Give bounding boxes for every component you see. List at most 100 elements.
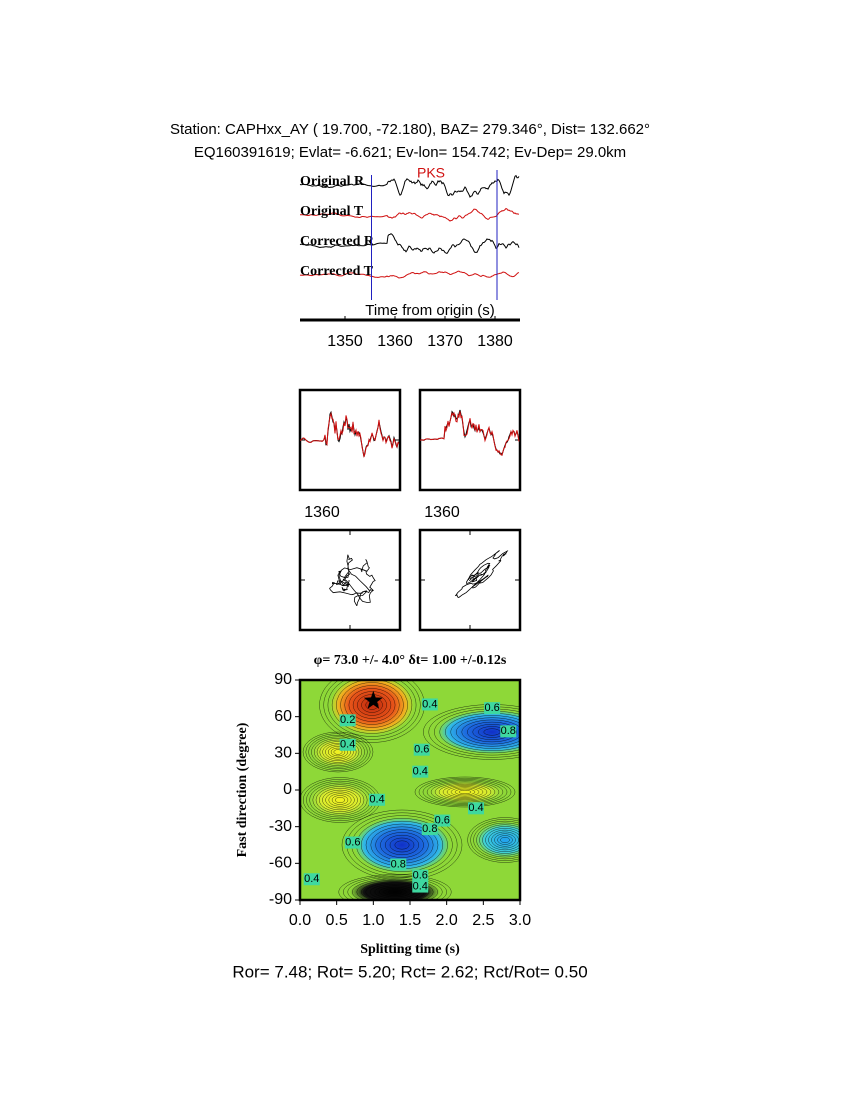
x-tick-label: 1360 — [377, 333, 413, 350]
contour-line — [313, 738, 363, 766]
panel-frame — [418, 388, 522, 492]
contour-line — [380, 832, 424, 858]
contour-label-bg — [413, 743, 430, 756]
contour-line — [485, 828, 520, 852]
contour-line — [336, 680, 408, 731]
y-tick-label: -60 — [269, 855, 292, 872]
contour-label-bg — [412, 880, 429, 893]
contour-line — [327, 680, 417, 737]
trace — [299, 233, 520, 254]
contour-line — [322, 789, 358, 811]
particle-motion — [454, 549, 509, 598]
contour-line — [450, 787, 480, 797]
x-tick-label: 1360 — [304, 504, 340, 521]
contour-line — [430, 781, 500, 803]
contour-line — [500, 837, 510, 843]
contour-label-bg — [390, 858, 407, 871]
contour-line — [315, 786, 365, 814]
contour-line — [319, 741, 357, 763]
contour-label-bg — [421, 698, 438, 711]
trace — [299, 410, 400, 457]
contour-line — [383, 888, 407, 896]
particle-motion — [329, 554, 376, 606]
contour-label: 0.8 — [501, 725, 516, 737]
x-tick-label: 1.0 — [362, 912, 384, 929]
contour-line — [479, 824, 520, 856]
contour-line — [356, 879, 434, 900]
x-tick-label: 1380 — [477, 333, 513, 350]
y-tick-label: -30 — [269, 818, 292, 835]
contour-label-bg — [339, 714, 356, 727]
contour-label-bg — [339, 738, 356, 751]
contour-label-bg — [484, 702, 501, 715]
station-info: Station: CAPHxx_AY ( 19.700, -72.180), B… — [170, 121, 650, 138]
contour-line — [323, 680, 421, 740]
contour-line — [311, 736, 365, 768]
trace — [299, 174, 520, 198]
trace — [300, 207, 519, 222]
contour-line — [434, 782, 496, 802]
contour-line — [327, 746, 349, 758]
contour-line — [456, 717, 520, 747]
contour-line — [331, 680, 413, 734]
y-tick-label: -90 — [269, 891, 292, 908]
contour-line — [361, 881, 429, 900]
trace-label: Original R — [300, 174, 365, 189]
contour-line — [328, 793, 352, 807]
contour-label: 0.4 — [413, 880, 428, 892]
x-tick-label: 1360 — [424, 504, 460, 521]
contour-line — [497, 835, 513, 845]
contour-title: φ= 73.0 +/- 4.0° δt= 1.00 +/-0.12s — [314, 653, 507, 668]
contour-label: 0.4 — [340, 739, 355, 751]
trace — [299, 411, 400, 459]
field-blob — [425, 780, 505, 804]
contour-line — [357, 694, 387, 716]
event-info: EQ160391619; Evlat= -6.621; Ev-lon= 154.… — [194, 144, 626, 161]
trace-label: Corrected R — [300, 234, 375, 249]
contour-label-bg — [344, 836, 361, 849]
contour-label: 0.4 — [413, 766, 428, 778]
contour-line — [352, 691, 392, 719]
contour-line — [384, 834, 420, 856]
contour-line — [333, 749, 343, 755]
trace — [299, 270, 520, 279]
contour-line — [389, 837, 415, 853]
contour-line — [348, 688, 396, 722]
contour-line — [340, 682, 404, 728]
contour-line — [476, 822, 520, 858]
contour-label: 0.6 — [484, 702, 499, 714]
footer: Ror= 7.48; Rot= 5.20; Rct= 2.62; Rct/Rot… — [232, 962, 587, 981]
contour-line — [330, 747, 346, 757]
contour-line — [331, 795, 349, 805]
contour-label: 0.4 — [468, 802, 483, 814]
y-tick-label: 0 — [283, 781, 292, 798]
y-axis-label: Fast direction (degree) — [235, 722, 250, 857]
contour-label-bg — [303, 873, 320, 886]
field-blob — [308, 782, 372, 818]
contour-line — [470, 819, 520, 861]
contour-line — [343, 875, 447, 900]
contour-line — [491, 831, 519, 849]
contour-label-bg — [500, 725, 517, 738]
field-blob — [310, 736, 366, 768]
contour-line — [418, 777, 512, 807]
x-tick-label: 0.5 — [326, 912, 348, 929]
contour-label: 0.2 — [340, 714, 355, 726]
contour-line — [347, 877, 443, 900]
x-tick-label: 3.0 — [509, 912, 531, 929]
best-fit-star — [363, 690, 383, 709]
contour-line — [302, 731, 374, 773]
contour-line — [394, 840, 410, 850]
contour-line — [322, 742, 354, 762]
contour-line — [458, 789, 472, 795]
trace — [419, 411, 520, 456]
x-tick-label: 2.5 — [472, 912, 494, 929]
contour-line — [325, 791, 355, 809]
contour-line — [334, 797, 346, 803]
phase-label: PKS — [417, 165, 445, 181]
contour-line — [388, 889, 402, 895]
contour-field: 0.4 0.60.80.20.4 0.60.40.40.40.60.80.60.80… — [300, 680, 520, 900]
x-tick-label: 2.0 — [436, 912, 458, 929]
contour-line — [312, 784, 368, 816]
